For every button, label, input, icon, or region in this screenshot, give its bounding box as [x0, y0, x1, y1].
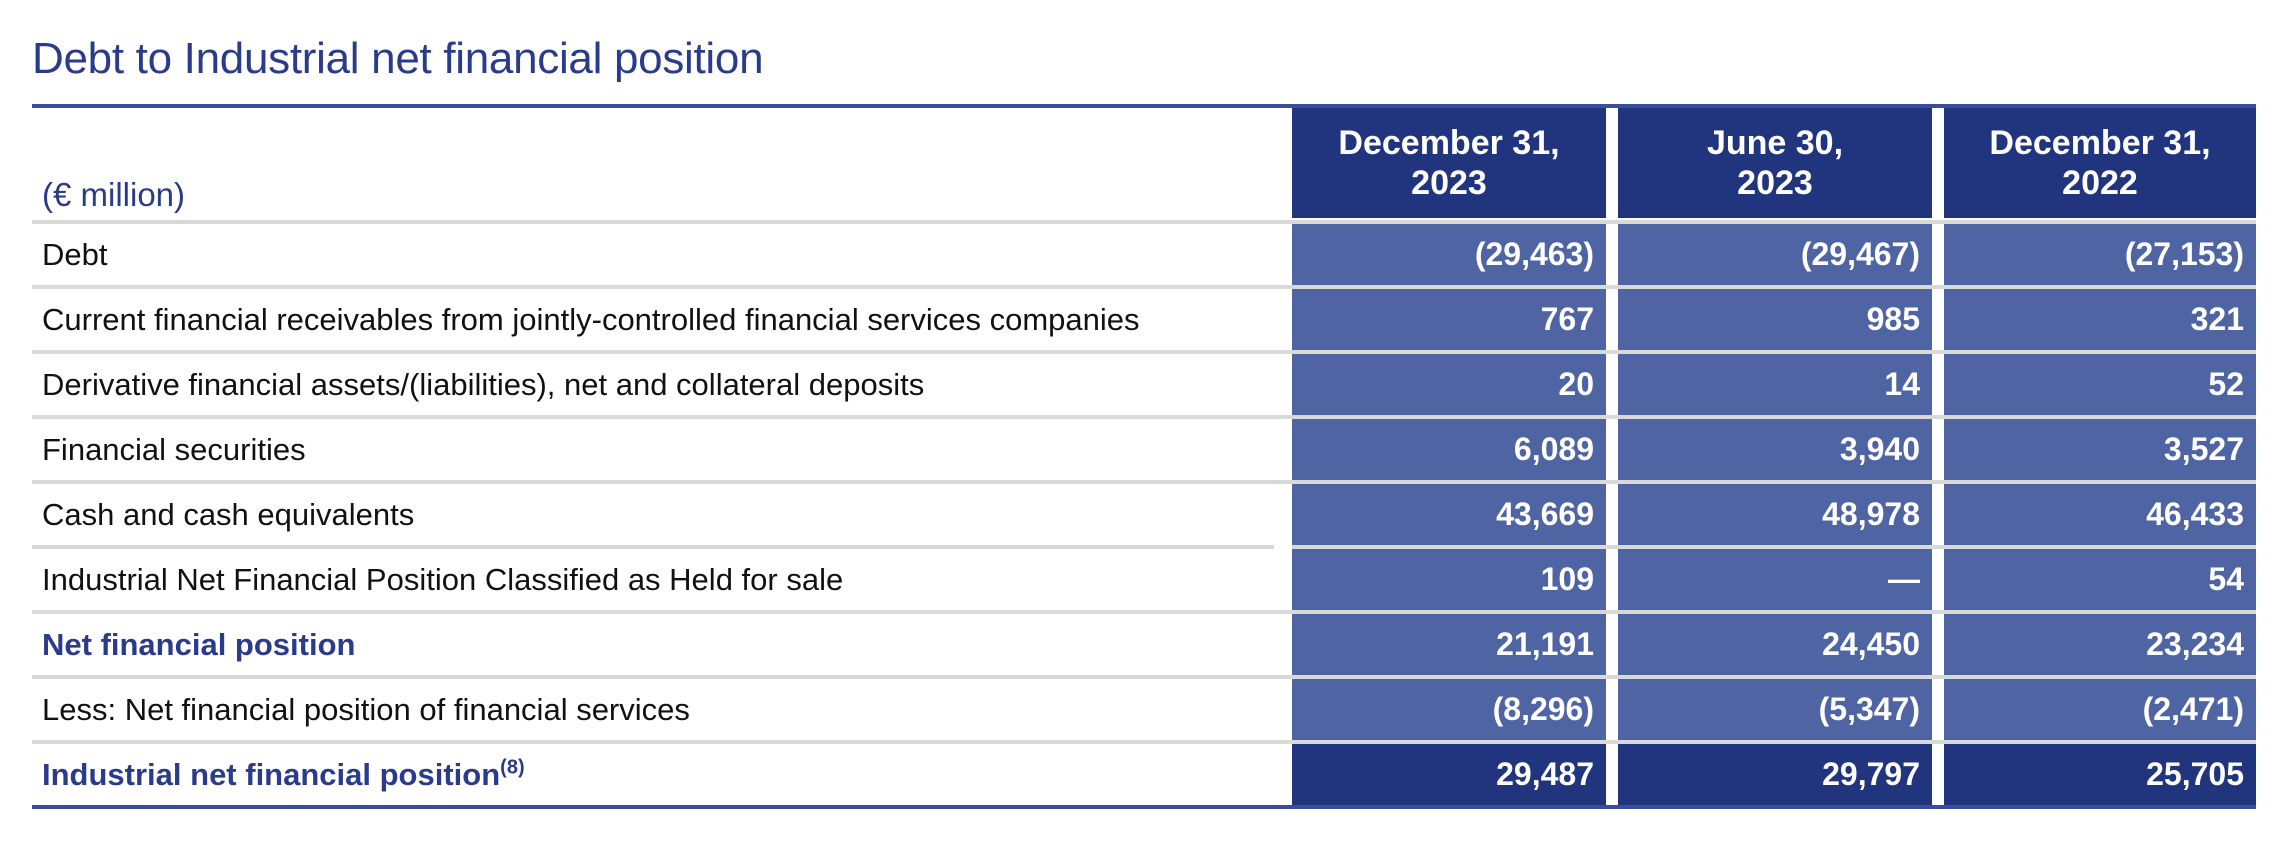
table-cell: (29,463)	[1292, 224, 1606, 285]
table-cell: 29,487	[1292, 744, 1606, 805]
table-cell: 321	[1944, 289, 2256, 350]
table-cell: 3,940	[1618, 419, 1932, 480]
table-cell: 6,089	[1292, 419, 1606, 480]
table-cell: 46,433	[1944, 484, 2256, 545]
table-cell: 29,797	[1618, 744, 1932, 805]
financial-table: (€ million) December 31, 2023 June 30, 2…	[32, 108, 2256, 809]
table-cell: 767	[1292, 289, 1606, 350]
column-header-dec-2023: December 31, 2023	[1292, 108, 1606, 218]
row-divider	[32, 350, 2256, 354]
table-cell: 48,978	[1618, 484, 1932, 545]
units-label: (€ million)	[42, 176, 186, 213]
table-cell: (8,296)	[1292, 679, 1606, 740]
table-row-net-financial-position: Net financial position 21,191 24,450 23,…	[32, 614, 2256, 675]
table-row-debt: Debt (29,463) (29,467) (27,153)	[32, 224, 2256, 285]
row-label: Debt	[42, 237, 108, 272]
row-divider	[32, 610, 2256, 614]
page-title: Debt to Industrial net financial positio…	[32, 34, 764, 83]
table-cell: 14	[1618, 354, 1932, 415]
table-cell: 21,191	[1292, 614, 1606, 675]
table-cell: 985	[1618, 289, 1932, 350]
table-row-financial-securities: Financial securities 6,089 3,940 3,527	[32, 419, 2256, 480]
table-cell: (29,467)	[1618, 224, 1932, 285]
table-row-derivative-financial-assets: Derivative financial assets/(liabilities…	[32, 354, 2256, 415]
table-cell: (5,347)	[1618, 679, 1932, 740]
row-divider	[32, 545, 2256, 549]
row-divider	[32, 480, 2256, 484]
table-cell: 24,450	[1618, 614, 1932, 675]
table-bottom-rule	[32, 805, 2256, 809]
table-row-less-financial-services: Less: Net financial position of financia…	[32, 679, 2256, 740]
row-label: Less: Net financial position of financia…	[42, 692, 690, 727]
table-cell: 25,705	[1944, 744, 2256, 805]
row-label: Net financial position	[42, 627, 356, 662]
row-divider	[32, 285, 2256, 289]
row-divider	[32, 740, 2256, 744]
table-cell: 23,234	[1944, 614, 2256, 675]
column-header-dec-2022: December 31, 2022	[1944, 108, 2256, 218]
header-divider	[32, 220, 2256, 224]
table-cell: 3,527	[1944, 419, 2256, 480]
table-row-cash-and-equivalents: Cash and cash equivalents 43,669 48,978 …	[32, 484, 2256, 545]
row-label: Financial securities	[42, 432, 306, 467]
footnote-marker: (8)	[500, 756, 525, 779]
table-cell: 52	[1944, 354, 2256, 415]
table-row-industrial-net-financial-position: Industrial net financial position(8) 29,…	[32, 744, 2256, 805]
table-cell: 54	[1944, 549, 2256, 610]
table-header: (€ million) December 31, 2023 June 30, 2…	[32, 108, 2256, 220]
table-row-held-for-sale: Industrial Net Financial Position Classi…	[32, 549, 2256, 610]
table-cell: (2,471)	[1944, 679, 2256, 740]
row-label: Cash and cash equivalents	[42, 497, 415, 532]
row-divider	[32, 415, 2256, 419]
table-cell: —	[1618, 549, 1932, 610]
table-cell: 43,669	[1292, 484, 1606, 545]
row-label: Derivative financial assets/(liabilities…	[42, 367, 925, 402]
row-label: Industrial net financial position(8)	[42, 744, 525, 805]
table-cell: 20	[1292, 354, 1606, 415]
row-divider	[32, 675, 2256, 679]
row-label-text: Industrial net financial position	[42, 757, 501, 792]
table-cell: (27,153)	[1944, 224, 2256, 285]
table-cell: 109	[1292, 549, 1606, 610]
column-header-jun-2023: June 30, 2023	[1618, 108, 1932, 218]
row-label: Industrial Net Financial Position Classi…	[42, 562, 844, 597]
row-label: Current financial receivables from joint…	[42, 302, 1140, 337]
title-divider	[32, 104, 2256, 108]
table-row-current-financial-receivables: Current financial receivables from joint…	[32, 289, 2256, 350]
